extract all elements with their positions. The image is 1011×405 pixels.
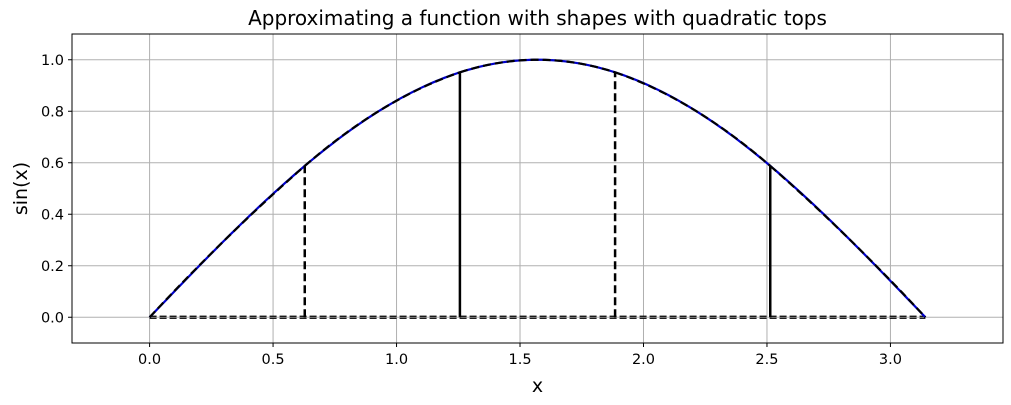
segment-edges: [303, 72, 772, 318]
x-tick-label: 1.5: [508, 352, 531, 368]
x-axis-label: x: [532, 375, 543, 397]
y-tick-label: 0.6: [41, 156, 64, 172]
quadratic-tops: [148, 58, 927, 319]
quadratic-top-segment: [148, 165, 306, 319]
y-axis-label: sin(x): [10, 162, 32, 215]
x-tick-label: 3.0: [879, 352, 902, 368]
quadratic-top-segment: [614, 71, 771, 167]
chart-title: Approximating a function with shapes wit…: [248, 6, 827, 30]
quadratic-top-segment: [459, 58, 616, 74]
x-tick-label: 0.5: [262, 352, 285, 368]
plot-frame: [71, 33, 1004, 344]
ticks: 0.0 0.5 1.0 1.5 2.0 2.5 3.0 0.0 0.2 0.4 0.6 0.8 1.0: [41, 53, 902, 368]
x-tick-label: 1.0: [385, 352, 408, 368]
y-tick-label: 0.4: [41, 207, 64, 223]
quadratic-top-segment: [304, 71, 461, 167]
x-tick-label: 0.0: [138, 352, 161, 368]
y-tick-label: 1.0: [41, 53, 64, 69]
y-tick-label: 0.0: [41, 310, 64, 326]
y-tick-label: 0.8: [41, 104, 64, 120]
y-tick-label: 0.2: [41, 259, 64, 275]
x-tick-label: 2.5: [755, 352, 778, 368]
x-tick-label: 2.0: [632, 352, 655, 368]
baselines: [149, 315, 926, 319]
